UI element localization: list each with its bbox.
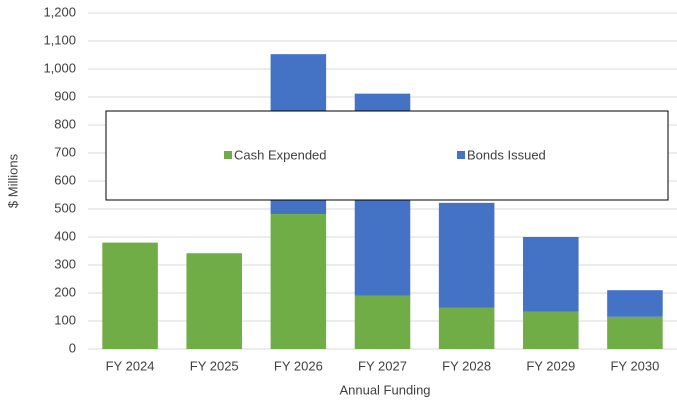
legend-swatch [457, 151, 465, 159]
x-tick-label: FY 2024 [106, 358, 155, 373]
y-tick-label: 400 [54, 228, 76, 243]
y-tick-label: 1,100 [43, 32, 76, 47]
legend-swatch [224, 151, 232, 159]
x-tick-label: FY 2029 [526, 358, 575, 373]
x-tick-label: FY 2028 [442, 358, 491, 373]
bar-segment [354, 295, 411, 349]
y-tick-label: 1,000 [43, 60, 76, 75]
y-tick-label: 1,200 [43, 4, 76, 19]
y-tick-label: 500 [54, 200, 76, 215]
y-tick-label: 100 [54, 312, 76, 327]
y-tick-label: 300 [54, 256, 76, 271]
legend-label: Cash Expended [234, 147, 327, 162]
x-tick-label: FY 2027 [358, 358, 407, 373]
y-tick-label: 700 [54, 144, 76, 159]
bar-segment [438, 202, 495, 308]
y-axis-label: $ Millions [5, 153, 20, 208]
bar-segment [523, 311, 579, 349]
bar-segment [607, 316, 663, 349]
y-tick-label: 600 [54, 172, 76, 187]
legend-label: Bonds Issued [467, 147, 546, 162]
x-tick-label: FY 2026 [274, 358, 323, 373]
y-tick-label: 0 [69, 340, 76, 355]
x-tick-label: FY 2025 [190, 358, 239, 373]
y-tick-label: 900 [54, 88, 76, 103]
legend-box [105, 110, 669, 201]
bar-segment [607, 290, 663, 317]
bar-segment [270, 214, 327, 349]
bar-segment [523, 237, 579, 312]
x-tick-label: FY 2030 [610, 358, 659, 373]
bar-segment [186, 253, 242, 349]
bar-segment [102, 242, 158, 349]
y-tick-label: 800 [54, 116, 76, 131]
y-tick-label: 200 [54, 284, 76, 299]
x-axis-label: Annual Funding [339, 382, 430, 397]
bar-segment [438, 307, 495, 349]
